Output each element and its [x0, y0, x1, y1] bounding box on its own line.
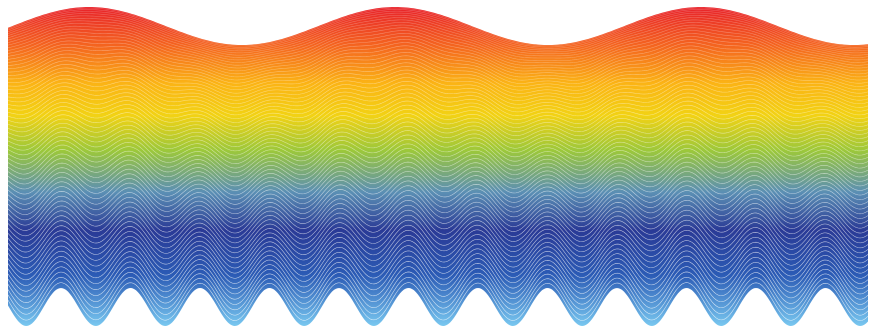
wave-contour-line [7, 77, 869, 116]
wave-contour-line [7, 9, 869, 48]
wave-contour-line [7, 240, 869, 279]
wave-contour-line [7, 7, 869, 47]
wave-contour-line [7, 52, 869, 91]
wave-contour-line [7, 30, 869, 69]
wave-contour-line [7, 45, 869, 84]
wave-contour-line [7, 171, 869, 210]
wave-contour-line [7, 125, 869, 165]
wave-contour-line [7, 204, 869, 244]
wave-contour-line [7, 100, 869, 139]
wave-contour-line [7, 152, 869, 191]
wave-contour-line [7, 88, 869, 127]
wave-contour-line [7, 12, 869, 52]
wave-contour-line [7, 180, 869, 219]
wave-contour-line [7, 69, 869, 108]
wave-contour-line [7, 14, 869, 54]
wave-contour-line [7, 255, 869, 295]
wave-contour-line [7, 157, 869, 196]
wave-contour-line [7, 96, 869, 135]
wave-contour-line [8, 58, 869, 97]
wave-contour-line [7, 36, 869, 75]
wave-contour-line [7, 250, 869, 289]
wave-contour-line [7, 143, 869, 182]
wave-contour-line [7, 113, 869, 152]
wave-contour-line [7, 219, 869, 259]
wave-contour-line [7, 185, 869, 224]
wave-contour-line [7, 17, 869, 56]
wave-contour-line [7, 22, 869, 61]
wave-contour-line [7, 117, 869, 156]
wave-contour-line [7, 66, 869, 105]
wave-contour-line [7, 92, 869, 131]
wave-contour-line [7, 81, 869, 119]
wave-contour-line [7, 276, 869, 316]
wave-contour-line [7, 266, 869, 305]
wave-contour-line [7, 166, 869, 205]
wave-contour-line [7, 209, 869, 249]
wave-contour-line [7, 19, 869, 58]
wave-contour-line [7, 139, 869, 178]
wave-contour-line [7, 24, 869, 63]
wave-contour-line [7, 108, 869, 147]
wave-contour-line [7, 229, 869, 269]
wave-contour-line [7, 282, 869, 321]
wave-contour-line [7, 55, 869, 94]
wave-contour-line [7, 175, 869, 215]
wave-contour-line [7, 104, 869, 143]
wave-contour-line [7, 214, 869, 254]
wave-contour-line [7, 271, 869, 311]
wave-contour-line [7, 10, 869, 50]
wave-contour-line [7, 224, 869, 264]
wave-contour-line [7, 27, 869, 66]
wave-contour-line [7, 190, 869, 229]
wave-contour-line [7, 42, 869, 81]
wave-contour-line [7, 39, 869, 78]
wave-contour-line [7, 235, 869, 274]
wave-contour-line [7, 261, 869, 300]
wave-contour-line [7, 245, 869, 284]
wave-contour-line [7, 121, 869, 160]
wave-contour-lines [7, 7, 869, 321]
wave-contour-line [7, 130, 869, 169]
gradient-wave-band [8, 7, 868, 326]
wave-contour-line [7, 199, 869, 239]
wave-contour-line [7, 84, 869, 123]
wave-contour-line [7, 134, 869, 173]
wave-contour-line [7, 48, 869, 87]
wave-contour-line [7, 148, 869, 187]
wave-contour-line [7, 161, 869, 200]
wave-contour-line [7, 73, 869, 112]
wave-contour-line [7, 33, 869, 72]
wave-contour-line [7, 62, 869, 101]
wave-contour-line [7, 195, 869, 234]
